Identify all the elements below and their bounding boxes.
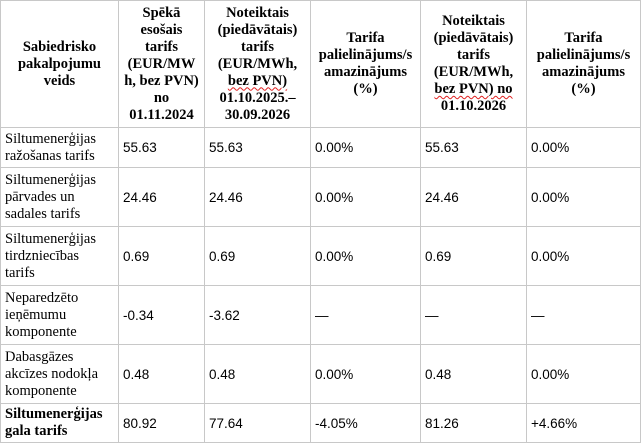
cell-change-2: 0.00%: [526, 226, 641, 286]
header-proposed-tariff-2026: Noteiktais (piedāvātais) tarifs (EUR/MWh…: [420, 0, 527, 128]
row-label-final-tariff: Siltumenerģijas gala tarifs: [0, 403, 119, 443]
table-row: Siltumenerģijas ražošanas tarifs 55.63 5…: [0, 127, 641, 168]
table-row: Siltumenerģijas pārvades un sadales tari…: [0, 167, 641, 227]
cell-change-2: 0.00%: [526, 344, 641, 404]
cell-current-tariff: 0.48: [118, 344, 205, 404]
table-row: Siltumenerģijas gala tarifs 80.92 77.64 …: [0, 403, 641, 443]
cell-change-2: —: [526, 285, 641, 345]
cell-proposed-2026: 55.63: [420, 127, 527, 168]
cell-current-tariff: 0.69: [118, 226, 205, 286]
cell-change-1: -4.05%: [310, 403, 421, 443]
row-label-production: Siltumenerģijas ražošanas tarifs: [0, 127, 119, 168]
cell-change-1: 0.00%: [310, 344, 421, 404]
cell-change-1: 0.00%: [310, 167, 421, 227]
row-label-distribution: Siltumenerģijas pārvades un sadales tari…: [0, 167, 119, 227]
cell-change-1: —: [310, 285, 421, 345]
header-service-type: Sabiedrisko pakalpojumu veids: [0, 0, 119, 128]
cell-current-tariff: -0.34: [118, 285, 205, 345]
cell-current-tariff: 55.63: [118, 127, 205, 168]
cell-proposed-2025: 0.69: [204, 226, 311, 286]
cell-proposed-2025: -3.62: [204, 285, 311, 345]
row-label-unforeseen-income: Neparedzēto ieņēmumu komponente: [0, 285, 119, 345]
cell-change-2: 0.00%: [526, 127, 641, 168]
cell-change-1: 0.00%: [310, 127, 421, 168]
cell-change-2: 0.00%: [526, 167, 641, 227]
table-row: Siltumenerģijas tirdzniecības tarifs 0.6…: [0, 226, 641, 286]
cell-proposed-2025: 55.63: [204, 127, 311, 168]
header-current-tariff: Spēkā esošais tarifs (EUR/MW h, bez PVN)…: [118, 0, 205, 128]
header-change-percent-1: Tarifa palielinājums/s amazinājums (%): [310, 0, 421, 128]
cell-current-tariff: 24.46: [118, 167, 205, 227]
cell-proposed-2025: 24.46: [204, 167, 311, 227]
cell-proposed-2026: —: [420, 285, 527, 345]
cell-proposed-2026: 0.48: [420, 344, 527, 404]
header-row: Sabiedrisko pakalpojumu veids Spēkā esoš…: [0, 0, 641, 128]
cell-proposed-2026: 0.69: [420, 226, 527, 286]
cell-current-tariff: 80.92: [118, 403, 205, 443]
row-label-trade: Siltumenerģijas tirdzniecības tarifs: [0, 226, 119, 286]
header-proposed-tariff-2025: Noteiktais (piedāvātais) tarifs (EUR/MWh…: [204, 0, 311, 128]
cell-proposed-2025: 0.48: [204, 344, 311, 404]
table-row: Neparedzēto ieņēmumu komponente -0.34 -3…: [0, 285, 641, 345]
table-row: Dabasgāzes akcīzes nodokļa komponente 0.…: [0, 344, 641, 404]
cell-proposed-2025: 77.64: [204, 403, 311, 443]
header-change-percent-2: Tarifa palielinājums/s amazinājums (%): [526, 0, 641, 128]
cell-change-1: 0.00%: [310, 226, 421, 286]
cell-proposed-2026: 81.26: [420, 403, 527, 443]
cell-change-2: +4.66%: [526, 403, 641, 443]
cell-proposed-2026: 24.46: [420, 167, 527, 227]
row-label-excise-tax: Dabasgāzes akcīzes nodokļa komponente: [0, 344, 119, 404]
